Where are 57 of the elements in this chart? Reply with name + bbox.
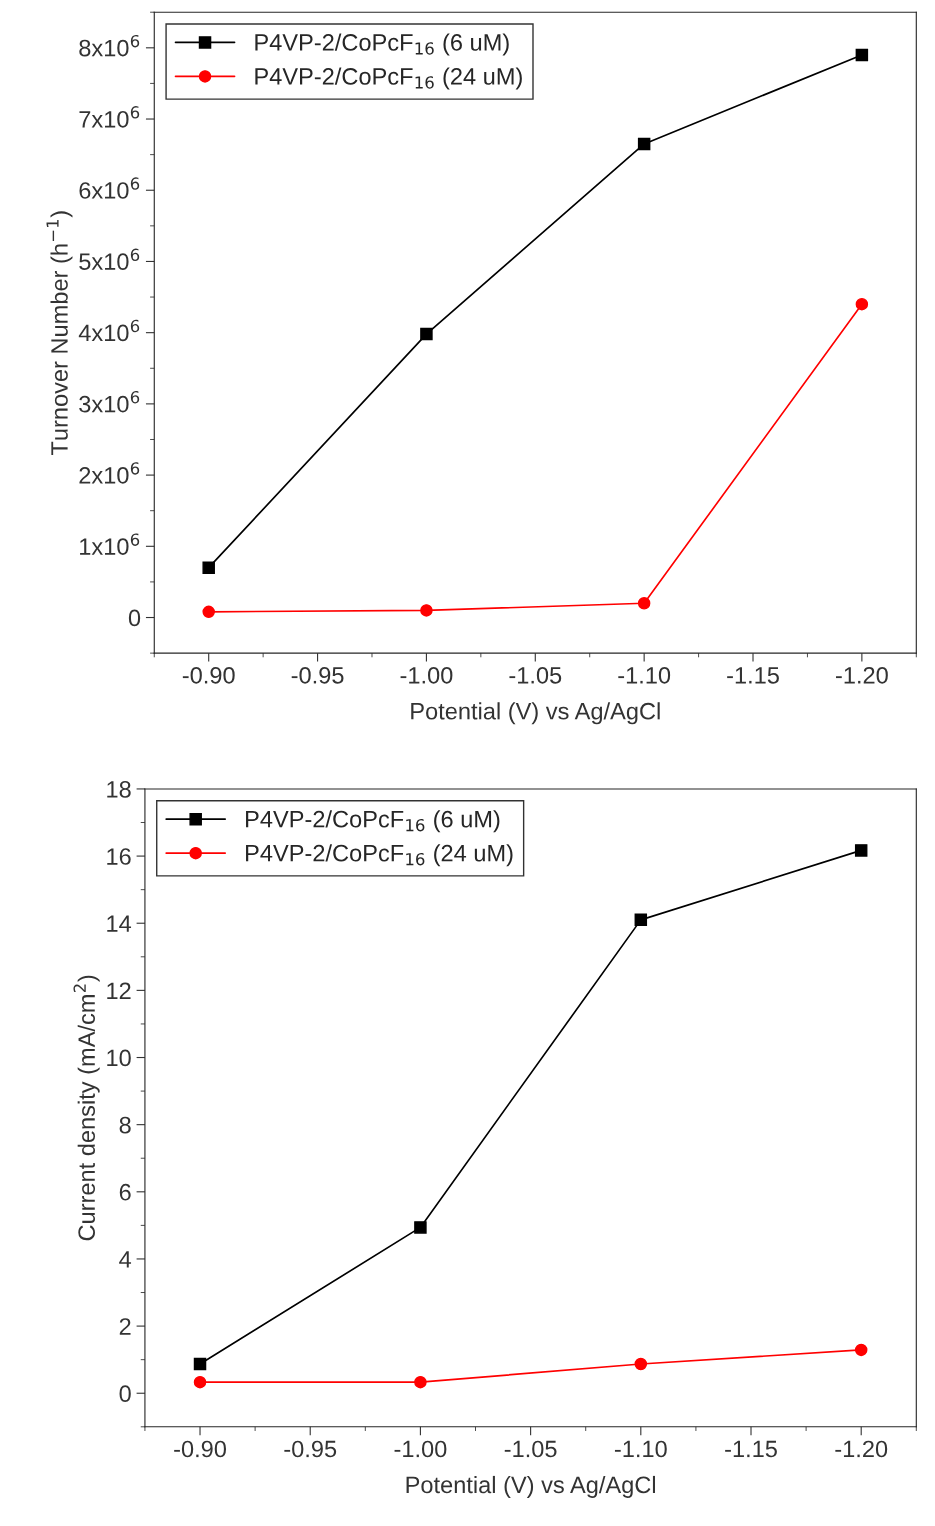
point [854, 1343, 868, 1357]
y-tick-label: 0 [119, 1385, 131, 1403]
point [855, 48, 869, 62]
point [202, 561, 215, 574]
y-axis-title: Current density (mA/cm$^{2}$) [73, 975, 100, 1241]
point [855, 297, 869, 311]
y-tick-label: 3x10$^{6}$ [79, 390, 140, 413]
legend-label: P4VP-2/CoPcF$_{16}$ (24 uM) [246, 844, 513, 867]
y-tick-label: 8 [119, 1116, 131, 1134]
x-tick-label: -1.00 [394, 1440, 447, 1458]
x-tick-label: -1.15 [725, 1440, 777, 1458]
y-tick-label: 6 [119, 1183, 131, 1201]
y-tick-label: 10 [107, 1049, 131, 1067]
y-tick-label: 2 [119, 1318, 131, 1335]
x-tick-label: -0.95 [291, 666, 344, 684]
x-tick-label: -1.20 [836, 666, 888, 684]
x-tick-label: -1.10 [618, 666, 671, 684]
y-tick-label: 18 [107, 781, 131, 798]
y-tick-label: 4 [119, 1251, 132, 1268]
point [202, 605, 215, 619]
point [634, 913, 648, 927]
y-tick-label: 16 [107, 848, 131, 865]
x-tick-label: -1.05 [504, 1440, 557, 1458]
y-tick-label: 5x10$^{6}$ [79, 248, 140, 271]
y-tick-label: 2x10$^{6}$ [79, 462, 140, 484]
point [637, 137, 651, 151]
y-tick-label: 6x10$^{6}$ [79, 177, 140, 199]
x-tick-label: -1.10 [614, 1440, 667, 1458]
y-tick-label: 0 [128, 609, 141, 627]
point [414, 1375, 427, 1389]
x-tick-label: -0.90 [182, 666, 235, 684]
legend-label: P4VP-2/CoPcF$_{16}$ (6 uM) [246, 810, 500, 833]
y-tick-label: 1x10$^{6}$ [80, 533, 140, 555]
legend-label: P4VP-2/CoPcF$_{16}$ (24 uM) [255, 67, 522, 90]
x-tick-label: -0.90 [174, 1440, 227, 1458]
x-axis-title: Potential (V) vs Ag/AgCl [411, 702, 660, 725]
x-tick-label: -1.15 [727, 667, 779, 684]
point [637, 597, 651, 610]
y-tick-label: 7x10$^{6}$ [79, 106, 140, 128]
point [420, 327, 433, 341]
point [854, 844, 868, 857]
y-tick-label: 14 [107, 915, 132, 932]
legend-label: P4VP-2/CoPcF$_{16}$ (6 uM) [255, 33, 509, 56]
x-tick-label: -1.00 [400, 666, 453, 684]
point [193, 1357, 207, 1371]
y-tick-label: 12 [107, 982, 131, 999]
point [634, 1357, 648, 1371]
point [193, 1375, 207, 1389]
y-axis-title: Turnover Number (h$^{−1}$) [46, 211, 73, 456]
x-tick-label: -0.95 [284, 1440, 337, 1458]
point [420, 604, 433, 617]
x-tick-label: -1.05 [509, 666, 562, 684]
y-tick-label: 8x10$^{6}$ [79, 34, 140, 57]
x-tick-label: -1.20 [835, 1440, 888, 1458]
x-axis-title: Potential (V) vs Ag/AgCl [406, 1475, 656, 1498]
point [414, 1221, 427, 1234]
y-tick-label: 4x10$^{6}$ [78, 319, 140, 342]
